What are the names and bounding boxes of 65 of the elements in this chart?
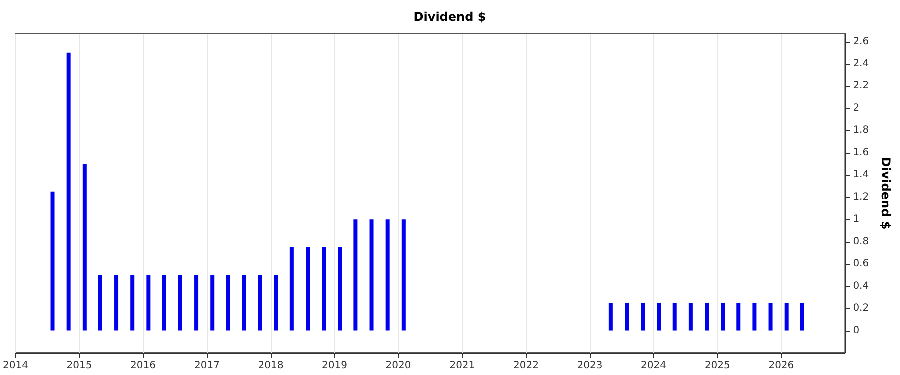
bar [338, 247, 342, 331]
x-tick-label: 2024 [641, 360, 666, 372]
bar [226, 275, 230, 331]
bar [386, 220, 390, 331]
y-axis-title: Dividend $ [879, 157, 893, 230]
bar [146, 275, 151, 331]
bar [624, 302, 629, 331]
y-tick-label: 2.4 [853, 58, 870, 70]
bar [306, 247, 310, 331]
bar [721, 302, 726, 331]
bar [162, 275, 166, 331]
bar [242, 275, 246, 331]
x-tick-label: 2023 [577, 360, 603, 372]
x-tick-label: 2021 [450, 360, 476, 372]
bar [736, 302, 741, 331]
x-tick-label: 2016 [130, 360, 156, 372]
bar [370, 220, 374, 331]
x-tick-label: 2026 [768, 360, 794, 372]
x-tick-label: 2018 [258, 360, 284, 372]
y-tick-label: 2.6 [853, 36, 870, 48]
chart-title: Dividend $ [414, 10, 486, 24]
x-tick-label: 2014 [3, 360, 28, 372]
bar [641, 302, 646, 331]
y-tick-label: 0.8 [853, 236, 870, 248]
bar [130, 275, 135, 331]
y-tick-label: 1.8 [853, 125, 870, 136]
bar [402, 220, 406, 331]
y-tick-label: 0.6 [853, 258, 870, 270]
bar [657, 302, 662, 331]
bar [290, 247, 294, 331]
bar [66, 52, 71, 331]
y-tick-label: 1.6 [853, 147, 870, 158]
y-tick-label: 2.2 [853, 80, 870, 92]
bar [194, 275, 199, 331]
bar [210, 275, 215, 331]
y-tick-label: 1.2 [853, 192, 870, 203]
bar [705, 302, 710, 331]
bar [50, 192, 55, 331]
x-tick-label: 2022 [513, 360, 539, 372]
bar [322, 247, 326, 331]
y-tick-label: 1.4 [853, 170, 870, 181]
y-tick-label: 0 [853, 325, 860, 336]
bar [98, 275, 102, 331]
bar [784, 302, 789, 331]
bar [274, 275, 278, 331]
bar [768, 302, 773, 331]
x-tick-label: 2019 [322, 360, 348, 372]
y-tick-label: 2 [853, 102, 860, 114]
x-tick-label: 2015 [66, 360, 92, 372]
y-tick-label: 1 [853, 214, 860, 226]
bar [258, 275, 262, 331]
bar [178, 275, 182, 331]
bar [752, 302, 757, 331]
bar [82, 164, 87, 331]
bar [800, 302, 804, 331]
x-tick-label: 2020 [386, 360, 412, 372]
y-tick-label: 0.4 [853, 280, 870, 292]
bar [672, 302, 677, 331]
x-tick-label: 2017 [194, 360, 220, 372]
y-tick-label: 0.2 [853, 303, 870, 314]
bar [608, 302, 613, 331]
x-tick-label: 2025 [704, 360, 730, 372]
bar [114, 275, 119, 331]
bar [354, 220, 358, 331]
bar [688, 302, 693, 331]
